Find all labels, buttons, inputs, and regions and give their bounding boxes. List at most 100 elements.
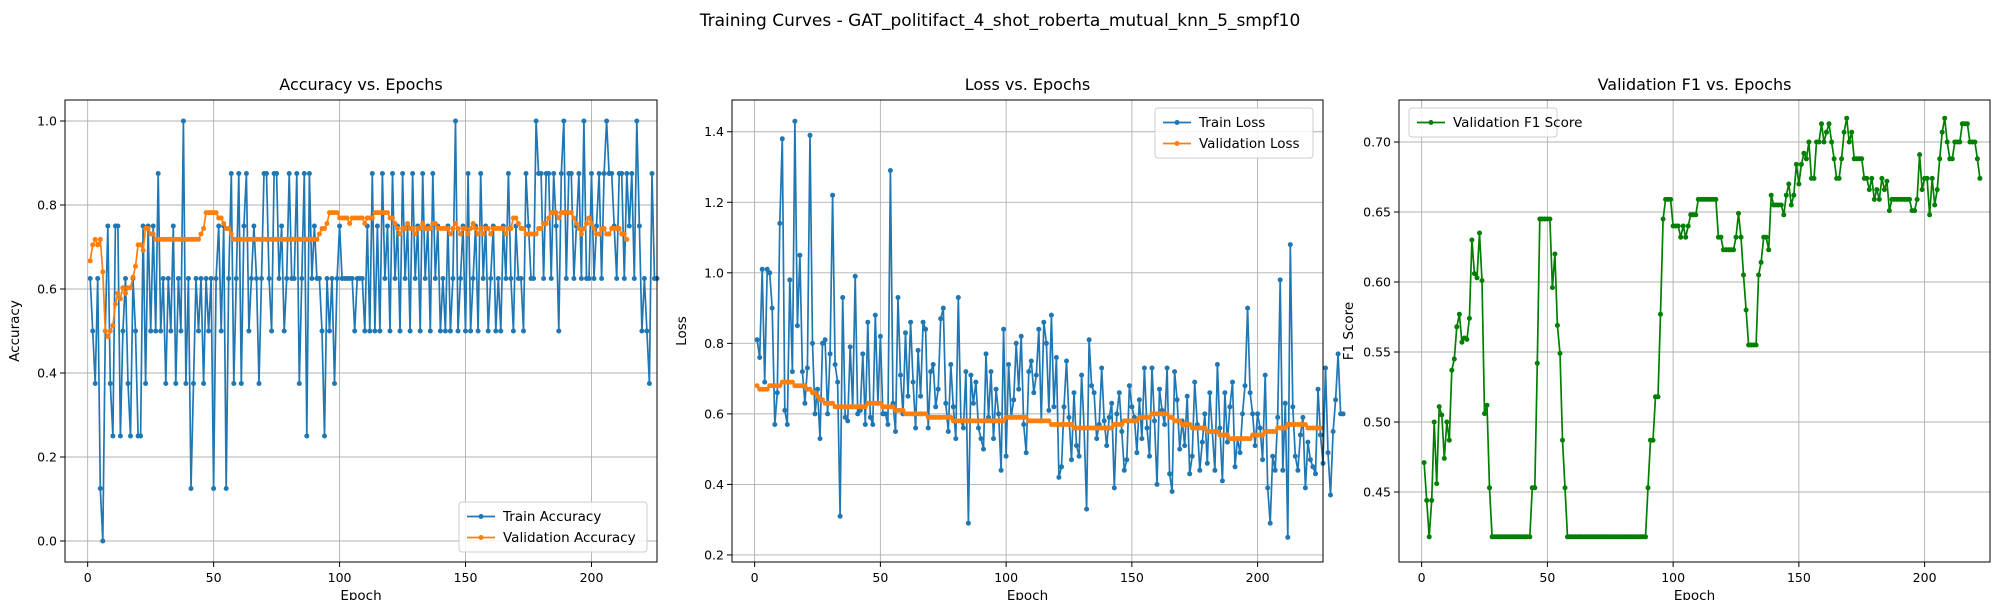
data-point: [1793, 161, 1799, 167]
data-point: [453, 118, 458, 124]
data-point: [264, 171, 269, 176]
data-point: [830, 400, 836, 406]
data-point: [1839, 156, 1845, 162]
data-point: [1018, 333, 1024, 339]
data-point: [1267, 520, 1273, 526]
data-point: [495, 276, 501, 281]
data-point: [986, 414, 991, 420]
data-point: [392, 276, 398, 281]
y-tick-label: 0.70: [1363, 135, 1391, 150]
data-point: [950, 404, 956, 410]
data-point: [782, 407, 788, 413]
data-point: [316, 231, 322, 237]
data-point: [913, 425, 919, 431]
data-point: [410, 171, 416, 176]
data-point: [148, 328, 154, 334]
data-point: [933, 404, 939, 410]
y-tick-label: 0.2: [704, 547, 724, 562]
data-point: [1768, 192, 1774, 198]
data-point: [221, 221, 227, 226]
data-point: [1738, 234, 1744, 240]
data-point: [475, 231, 481, 237]
data-point: [1295, 467, 1301, 473]
data-point: [128, 285, 133, 291]
data-point: [1202, 411, 1208, 417]
data-point: [1177, 418, 1183, 424]
data-point: [1803, 156, 1809, 162]
data-point: [508, 276, 514, 281]
data-point: [334, 210, 340, 216]
data-point: [1026, 369, 1032, 375]
data-point: [1260, 432, 1266, 438]
data-point: [918, 393, 924, 399]
data-point: [301, 171, 307, 176]
data-point: [822, 337, 828, 343]
data-point: [1096, 422, 1102, 427]
data-point: [1152, 418, 1157, 424]
data-point: [1116, 390, 1122, 396]
data-point: [1094, 436, 1100, 442]
data-point: [551, 171, 557, 176]
data-point: [1247, 436, 1253, 442]
data-point: [1325, 450, 1331, 456]
data-point: [887, 168, 893, 173]
data-point: [90, 242, 96, 248]
data-point: [1257, 425, 1263, 431]
data-point: [498, 328, 504, 334]
data-point: [87, 258, 93, 264]
data-point: [347, 221, 353, 226]
data-point: [1693, 212, 1699, 218]
data-point: [802, 383, 808, 389]
data-point: [362, 328, 368, 334]
data-point: [1232, 464, 1238, 470]
data-point: [115, 223, 121, 229]
y-axis-label: Accuracy: [7, 300, 23, 362]
data-point: [1866, 187, 1872, 193]
data-point: [1778, 202, 1784, 208]
data-point: [1806, 139, 1812, 145]
data-point: [133, 328, 138, 334]
data-point: [1071, 390, 1077, 396]
data-point: [206, 328, 212, 334]
data-point: [1466, 315, 1472, 321]
y-tick-label: 1.0: [37, 114, 57, 129]
data-point: [1159, 407, 1165, 413]
data-point: [228, 231, 234, 237]
data-point: [196, 328, 201, 334]
data-point: [1227, 404, 1233, 410]
data-point: [226, 226, 232, 231]
data-point: [1434, 481, 1440, 487]
data-point: [1881, 187, 1887, 193]
data-point: [480, 231, 486, 237]
data-point: [948, 362, 954, 367]
data-point: [178, 328, 184, 334]
data-point: [1444, 419, 1450, 425]
data-point: [1846, 139, 1852, 145]
legend-swatch-marker: [478, 514, 484, 519]
data-point: [1464, 336, 1470, 342]
data-point: [193, 276, 199, 281]
data-point: [1886, 208, 1892, 214]
data-point: [1788, 202, 1794, 208]
data-point: [324, 276, 330, 281]
legend-box: [1154, 107, 1314, 159]
data-point: [862, 404, 868, 410]
chart-panel-1: 0 50 100 150 200 0.0 0.2 0.4 0.6 0.8 1.0 Accuracy v…: [7, 75, 660, 600]
y-axis-label: Loss: [674, 316, 690, 346]
data-point: [1964, 121, 1970, 127]
data-point: [1758, 259, 1764, 265]
data-point: [1874, 187, 1880, 193]
data-point: [120, 328, 126, 334]
data-point: [993, 386, 999, 392]
data-point: [827, 351, 833, 357]
data-point: [395, 226, 400, 231]
data-point: [1212, 467, 1218, 473]
data-point: [188, 486, 194, 491]
y-tick-label: 0.50: [1363, 415, 1391, 430]
data-point: [1718, 234, 1724, 240]
x-tick-label: 100: [1661, 570, 1685, 585]
x-tick-label: 0: [1418, 570, 1426, 585]
data-point: [1250, 411, 1256, 417]
data-point: [1307, 457, 1313, 463]
data-point: [1290, 404, 1296, 410]
